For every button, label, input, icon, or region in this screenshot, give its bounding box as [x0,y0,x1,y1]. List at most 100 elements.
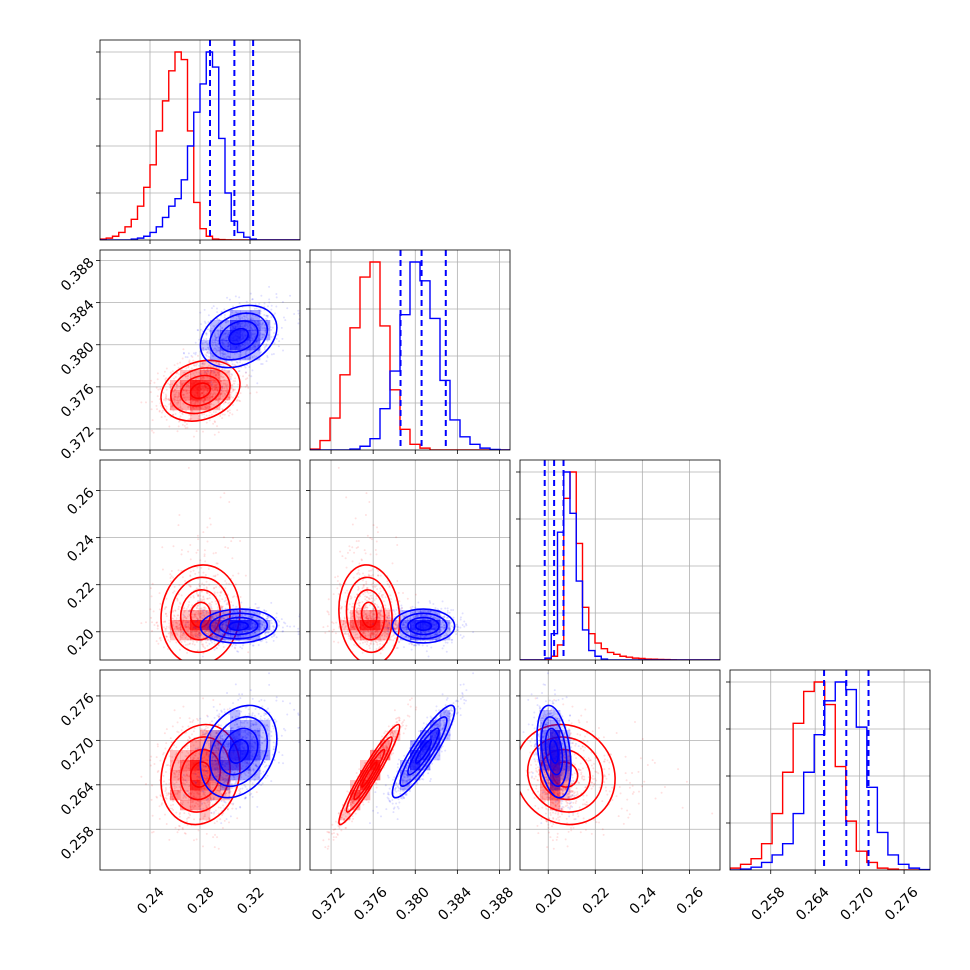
sample-point [246,377,249,380]
sample-point [220,638,223,641]
sample-point [230,540,233,543]
sample-point [197,571,200,574]
sample-point [371,600,374,603]
sample-point [214,392,217,395]
sample-point [181,423,184,426]
sample-point [372,642,375,645]
sample-point [373,633,376,636]
sample-point [220,387,223,390]
sample-point [211,624,214,627]
sample-point [263,334,266,337]
sample-point [151,621,154,624]
sample-point [206,638,209,641]
sample-point [178,381,181,384]
sample-point [189,543,192,546]
sample-point [211,396,214,399]
sample-point [200,612,203,615]
sample-point [185,617,188,620]
sample-point [275,305,278,308]
sample-point [258,630,261,633]
sample-point [222,617,225,620]
sample-point [165,615,168,618]
sample-point [228,401,231,404]
sample-point [216,317,219,320]
sample-point [218,629,221,632]
sample-point [362,593,365,596]
density-cell [210,390,221,401]
sample-point [263,302,266,305]
sample-point [384,604,387,607]
panel-0-0 [96,39,301,244]
sample-point [365,596,368,599]
sample-point [381,596,384,599]
sample-point [259,352,262,355]
sample-point [206,526,209,529]
sample-point [179,415,182,418]
sample-point [216,345,219,348]
sample-point [168,403,171,406]
sample-point [355,540,358,543]
sample-point [215,366,218,369]
sample-point [220,607,223,610]
sample-point [202,571,205,574]
sample-point [204,407,207,410]
sample-point [218,614,221,617]
sample-point [382,630,385,633]
sample-point [231,396,234,399]
sample-point [165,606,168,609]
sample-point [229,313,232,316]
sample-point [359,610,362,613]
sample-point [247,615,250,618]
sample-point [348,637,351,640]
histogram-red [310,261,510,450]
sample-point [185,630,188,633]
sample-point [199,616,202,619]
sample-point [194,341,197,344]
sample-point [183,607,186,610]
sample-point [223,387,226,390]
sample-point [176,401,179,404]
sample-point [209,602,212,605]
sample-point [177,400,180,403]
sample-point [217,332,220,335]
sample-point [367,574,370,577]
sample-point [190,417,193,420]
sample-point [197,607,200,610]
sample-point [180,636,183,639]
sample-point [372,613,375,616]
sample-point [226,355,229,358]
sample-point [264,345,267,348]
sample-point [202,342,205,345]
sample-point [266,617,269,620]
sample-point [210,369,213,372]
sample-point [206,597,209,600]
sample-point [214,343,217,346]
sample-point [204,637,207,640]
sample-point [180,553,183,556]
sample-point [215,602,218,605]
density-cell [210,330,221,341]
sample-point [252,318,255,321]
sample-point [158,409,161,412]
sample-point [251,356,254,359]
sample-point [398,600,401,603]
sample-point [253,307,256,310]
sample-point [183,352,186,355]
sample-point [172,409,175,412]
sample-point [221,387,224,390]
sample-point [172,617,175,620]
sample-point [206,328,209,331]
sample-point [280,326,283,329]
sample-point [198,585,201,588]
sample-point [342,619,345,622]
sample-point [327,598,330,601]
sample-point [176,599,179,602]
sample-point [162,620,165,623]
sample-point [165,635,168,638]
sample-point [201,617,204,620]
sample-point [208,414,211,417]
sample-point [206,540,209,543]
sample-point [214,334,217,337]
sample-point [366,534,369,537]
sample-point [233,363,236,366]
